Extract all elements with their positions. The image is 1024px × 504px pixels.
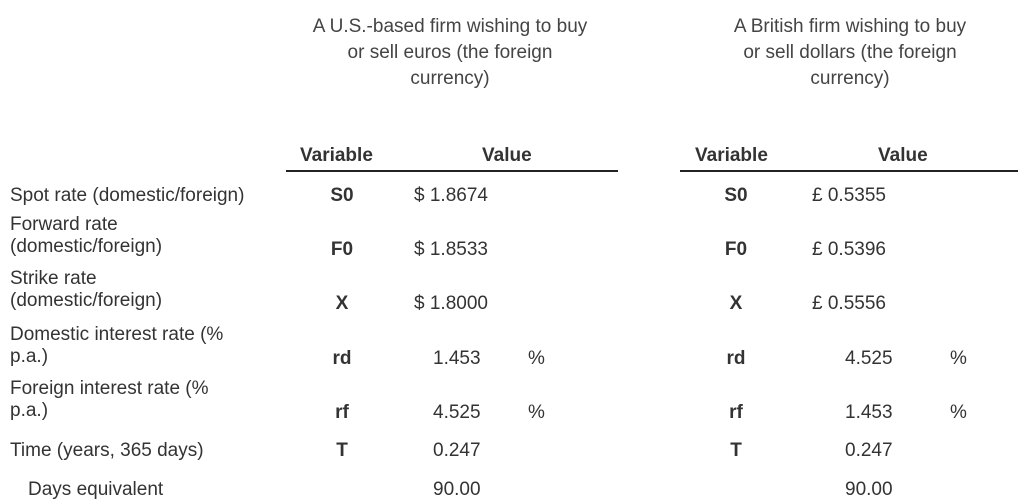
us-symbol-x: X [335,293,349,314]
us-value-days: 90.00 [433,479,481,500]
uk-value-rd: 4.525 [845,348,893,369]
uk-symbol-rf: rf [729,402,743,423]
us-symbol-f0: F0 [330,239,354,260]
row-label-strike-rate: Strike rate (domestic/foreign) [10,268,163,311]
uk-unit-rf: % [950,402,967,423]
uk-value-strike: £ 0.5556 [812,293,886,314]
us-value-forward: $ 1.8533 [414,239,488,260]
uk-value-header: Value [878,145,928,166]
us-symbol-s0: S0 [330,185,354,206]
us-value-spot: $ 1.8674 [414,185,488,206]
uk-symbol-t: T [730,440,742,461]
uk-heading-line-3: currency) [810,68,890,89]
us-heading-line-3: currency) [410,68,490,89]
uk-value-days: 90.00 [845,479,893,500]
uk-value-spot: £ 0.5355 [812,185,886,206]
us-value-strike: $ 1.8000 [414,293,488,314]
uk-symbol-x: X [729,293,743,314]
us-symbol-rf: rf [335,402,349,423]
us-value-time: 0.247 [433,440,481,461]
row-label-domestic-interest: Domestic interest rate (% p.a.) [10,324,224,367]
uk-heading-line-2: or sell dollars (the foreign [743,42,957,63]
uk-value-time: 0.247 [845,440,893,461]
uk-variable-header: Variable [695,145,768,166]
us-value-header: Value [482,145,532,166]
row-label-days-equivalent: Days equivalent [28,479,164,500]
uk-value-rf: 1.453 [845,402,893,423]
uk-heading-line-1: A British firm wishing to buy [733,16,967,37]
row-label-forward-rate: Forward rate (domestic/foreign) [10,214,163,257]
uk-symbol-rd: rd [726,348,746,369]
uk-symbol-s0: S0 [724,185,748,206]
uk-unit-rd: % [950,348,967,369]
uk-value-forward: £ 0.5396 [812,239,886,260]
us-heading-line-1: A U.S.-based firm wishing to buy [312,16,588,37]
row-label-foreign-interest: Foreign interest rate (% p.a.) [10,378,209,421]
us-value-rf: 4.525 [433,402,481,423]
uk-firm-heading: A British firm wishing to buy or sell do… [680,14,1020,92]
us-heading-line-2: or sell euros (the foreign [347,42,553,63]
us-firm-heading: A U.S.-based firm wishing to buy or sell… [280,14,620,92]
us-symbol-rd: rd [332,348,352,369]
uk-header-rule [680,170,1018,172]
uk-symbol-f0: F0 [724,239,748,260]
us-unit-rf: % [528,402,545,423]
us-symbol-t: T [336,440,348,461]
us-header-rule [286,170,618,172]
row-label-spot-rate: Spot rate (domestic/foreign) [10,185,245,206]
us-value-rd: 1.453 [433,348,481,369]
us-variable-header: Variable [300,145,373,166]
row-label-time: Time (years, 365 days) [10,440,204,461]
us-unit-rd: % [528,348,545,369]
